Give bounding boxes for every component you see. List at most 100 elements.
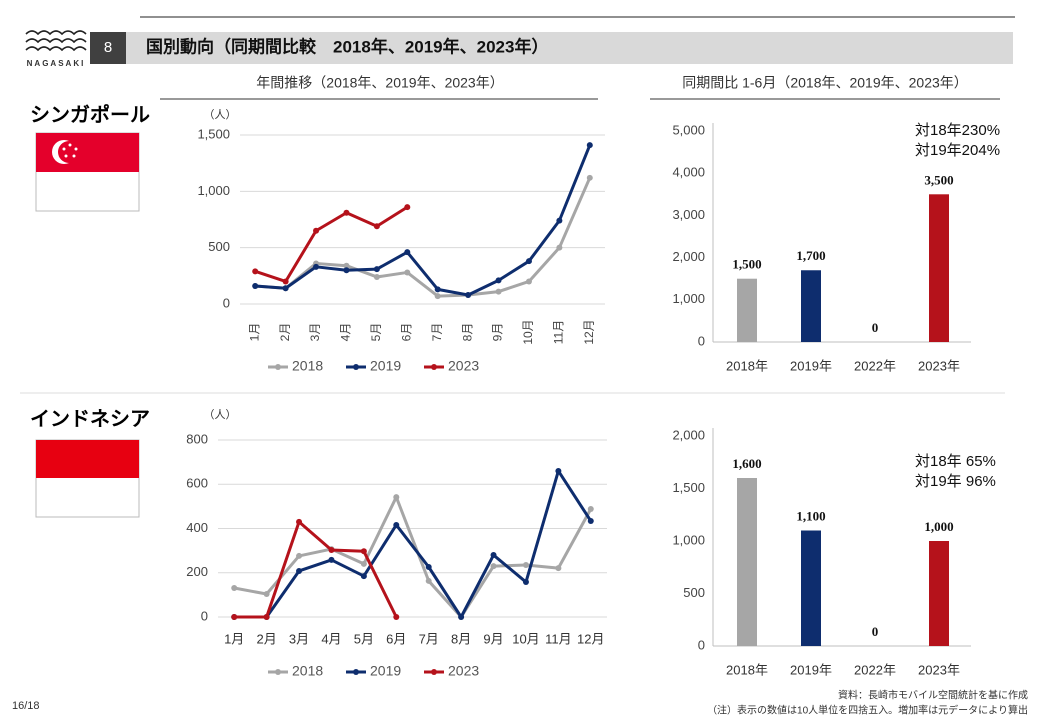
data-point	[556, 217, 563, 224]
bar	[801, 530, 821, 646]
data-point	[373, 266, 380, 273]
legend-dot	[353, 364, 359, 370]
x-tick-label: 6月	[399, 323, 413, 342]
footnote: 資料：長崎市モバイル空間統計を基に作成	[838, 689, 1028, 702]
data-point	[490, 563, 497, 570]
flag-indonesia	[35, 439, 140, 518]
x-tick-label: 7月	[430, 323, 444, 342]
x-tick-label: 11月	[552, 320, 566, 344]
annotation: 対18年 65%	[915, 453, 996, 470]
legend-label: 2019	[370, 358, 401, 374]
data-point	[296, 552, 303, 559]
value-label: 3,500	[924, 172, 953, 187]
data-point	[360, 573, 367, 580]
x-tick-label: 3月	[308, 323, 322, 342]
y-tick-label: 600	[186, 476, 208, 491]
bar	[737, 278, 757, 342]
legend-dot	[353, 669, 359, 675]
x-tick-label: 1月	[224, 631, 244, 646]
data-point	[458, 614, 465, 620]
x-tick-label: 10月	[521, 319, 535, 344]
annotation: 対18年230%	[915, 122, 1000, 139]
data-point	[360, 548, 367, 555]
series-line	[234, 520, 398, 619]
bar	[929, 541, 949, 646]
x-tick-label: 2018年	[726, 358, 768, 373]
data-point	[425, 563, 432, 570]
x-tick-label: 6月	[386, 631, 406, 646]
data-point	[393, 521, 400, 528]
flag-singapore	[35, 132, 140, 212]
legend-dot	[275, 669, 281, 675]
data-point	[282, 278, 289, 285]
legend-label: 2018	[292, 358, 323, 374]
footnote: （注）表示の数値は10人単位を四捨五入。増加率は元データにより算出	[707, 704, 1028, 717]
x-tick-label: 2019年	[790, 358, 832, 373]
logo-text: NAGASAKI	[27, 59, 86, 68]
y-tick-label: 1,000	[672, 532, 705, 547]
bar	[929, 194, 949, 342]
legend-label: 2023	[448, 358, 479, 374]
data-point	[555, 565, 562, 572]
data-point	[434, 293, 441, 300]
series-line	[234, 469, 593, 619]
y-axis-label: （人）	[204, 108, 237, 121]
x-tick-label: 11月	[545, 631, 572, 646]
y-tick-label: 2,000	[672, 427, 705, 442]
y-tick-label: 200	[186, 564, 208, 579]
data-point	[587, 506, 594, 513]
x-tick-label: 10月	[512, 631, 539, 646]
y-tick-label: 0	[698, 637, 705, 652]
data-point	[263, 590, 270, 597]
data-point	[404, 249, 411, 256]
y-tick-label: 5,000	[672, 122, 705, 137]
country-name: シンガポール	[30, 102, 150, 126]
annotation: 対19年204%	[915, 142, 1000, 159]
series-line	[255, 177, 592, 298]
data-point	[252, 282, 259, 289]
data-point	[393, 614, 400, 620]
data-point	[328, 556, 335, 563]
value-label: 0	[872, 624, 879, 639]
data-point	[328, 546, 335, 553]
data-point	[522, 579, 529, 586]
data-point	[556, 244, 563, 251]
data-point	[296, 567, 303, 574]
data-point	[425, 577, 432, 584]
data-point	[587, 517, 594, 524]
data-point	[231, 585, 238, 592]
data-point	[525, 258, 532, 265]
data-point	[465, 291, 472, 298]
legend-label: 2018	[292, 663, 323, 679]
data-point	[434, 286, 441, 293]
x-tick-label: 8月	[451, 631, 471, 646]
x-tick-label: 8月	[460, 323, 474, 342]
value-label: 0	[872, 320, 879, 335]
data-point	[252, 268, 259, 275]
x-tick-label: 2019年	[790, 662, 832, 677]
legend-dot	[275, 364, 281, 370]
legend-dot	[431, 364, 437, 370]
data-point	[373, 273, 380, 280]
data-point	[360, 560, 367, 567]
data-point	[495, 277, 502, 284]
legend-dot	[431, 669, 437, 675]
data-point	[522, 562, 529, 569]
y-axis-label: （人）	[204, 408, 237, 421]
y-tick-label: 4,000	[672, 165, 705, 180]
data-point	[313, 263, 320, 270]
x-tick-label: 9月	[483, 631, 503, 646]
data-point	[555, 467, 562, 474]
data-point	[296, 518, 303, 525]
data-point	[343, 262, 350, 269]
data-point	[263, 614, 270, 620]
data-point	[343, 209, 350, 216]
header-number: 8	[104, 39, 112, 56]
y-tick-label: 400	[186, 520, 208, 535]
bar	[801, 270, 821, 342]
y-tick-label: 2,000	[672, 249, 705, 264]
section-title: 同期間比 1-6月（2018年、2019年、2023年）	[682, 75, 968, 91]
y-tick-label: 0	[201, 608, 208, 623]
value-label: 1,000	[924, 519, 953, 534]
